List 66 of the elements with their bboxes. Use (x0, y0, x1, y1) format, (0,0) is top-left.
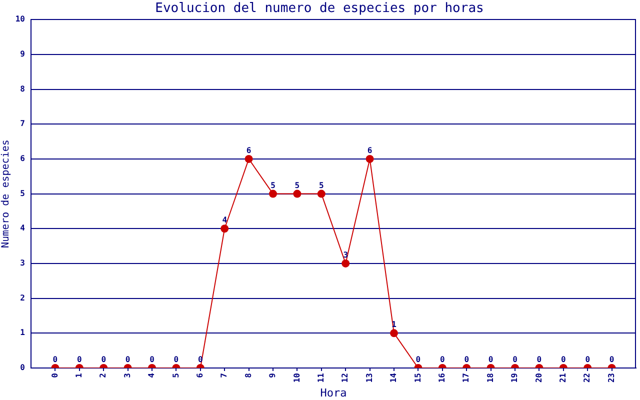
point (366, 154, 374, 163)
point (342, 259, 350, 268)
x-tick-label: 9 (268, 372, 278, 378)
data-label: 3 (343, 250, 348, 260)
x-axis-title: Hora (320, 386, 347, 400)
data-label: 0 (560, 355, 566, 364)
data-label: 0 (585, 355, 590, 364)
x-tick-label: 11 (316, 372, 326, 383)
x-tick-label: 17 (462, 372, 471, 383)
data-label: 0 (440, 355, 445, 364)
x-tick-label: 19 (510, 372, 520, 383)
point (220, 224, 229, 233)
data-label: 0 (512, 355, 518, 364)
y-tick-label: 1 (20, 328, 26, 338)
x-tick-label: 5 (171, 372, 180, 378)
y-tick-label: 7 (20, 119, 26, 128)
x-tick-label: 1 (74, 372, 84, 378)
data-label: 0 (150, 355, 155, 364)
x-tick-label: 2 (98, 372, 108, 378)
x-tick-label: 23 (606, 372, 616, 383)
data-label: 0 (76, 355, 82, 364)
data-label: 0 (174, 355, 179, 364)
chart-title: Evolucion del numero de especies por horas (155, 1, 484, 16)
x-tick-label: 18 (486, 372, 495, 383)
x-tick-label: 0 (50, 372, 60, 378)
x-tick-label: 12 (340, 372, 350, 383)
x-tick-label: 4 (147, 372, 156, 378)
data-label: 0 (609, 355, 614, 364)
data-label: 5 (318, 180, 324, 190)
point (293, 190, 302, 198)
data-label: 0 (52, 355, 58, 364)
point (269, 190, 277, 198)
data-label: 0 (125, 355, 130, 364)
y-tick-label: 6 (20, 154, 26, 164)
data-label: 0 (464, 355, 470, 364)
data-label: 4 (222, 216, 228, 225)
y-tick-label: 9 (20, 50, 26, 59)
y-tick-label: 2 (20, 293, 26, 302)
y-tick-label: 10 (15, 14, 26, 24)
x-tick-label: 22 (582, 372, 592, 383)
y-tick-label: 8 (20, 84, 26, 94)
x-tick-label: 16 (437, 372, 446, 383)
x-tick-label: 13 (364, 372, 374, 383)
data-label: 5 (270, 180, 276, 190)
data-label: 6 (246, 146, 252, 156)
x-tick-label: 20 (534, 372, 544, 383)
data-label: 0 (488, 355, 494, 364)
x-tick-label: 10 (292, 372, 302, 383)
x-tick-label: 21 (558, 372, 568, 383)
x-tick-label: 15 (413, 372, 422, 383)
data-label: 0 (536, 355, 542, 364)
y-tick-label: 4 (20, 224, 26, 233)
x-tick-label: 8 (244, 372, 253, 378)
x-tick-label: 3 (122, 372, 132, 378)
point (317, 190, 326, 198)
y-tick-label: 5 (20, 188, 26, 198)
data-label: 0 (416, 355, 421, 364)
data-label: 5 (294, 180, 300, 190)
y-tick-label: 3 (20, 258, 26, 268)
x-tick-label: 7 (220, 372, 229, 378)
x-tick-label: 6 (195, 372, 204, 378)
point (244, 154, 253, 163)
data-label: 0 (101, 355, 106, 364)
x-tick-label: 14 (389, 372, 398, 383)
y-axis-title: Numero de especies (0, 140, 12, 248)
data-label: 6 (367, 146, 372, 156)
